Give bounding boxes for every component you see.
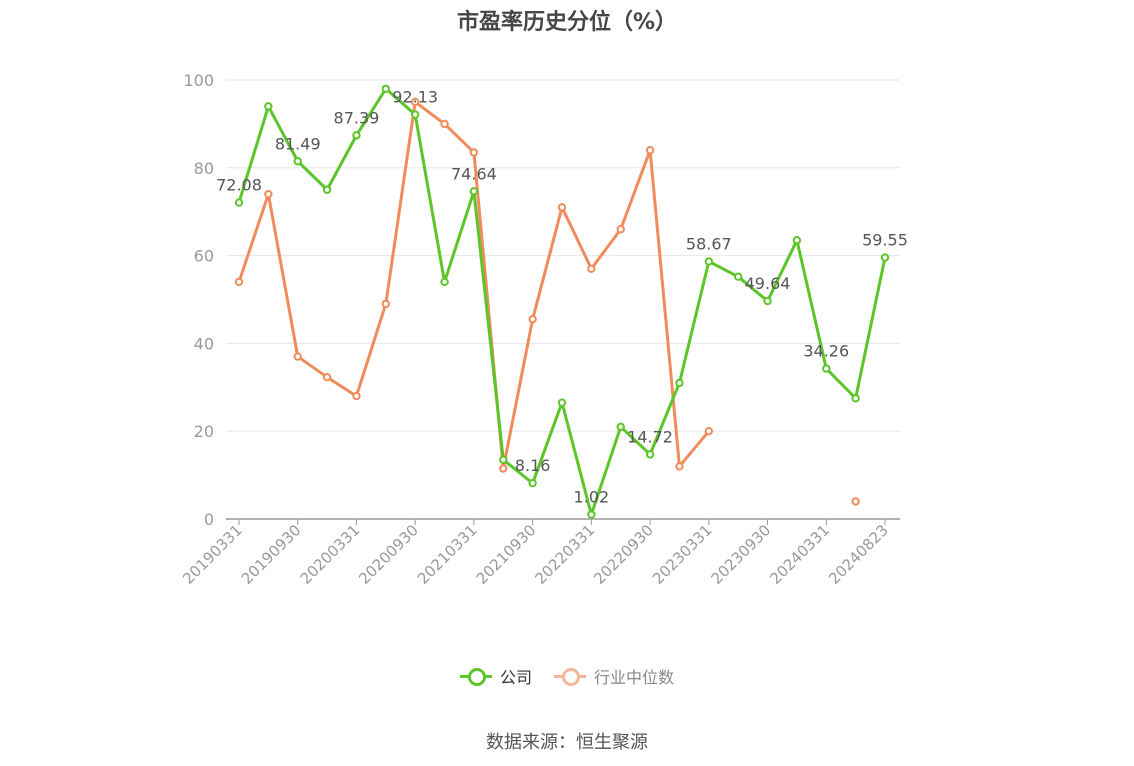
data-point-industry <box>381 299 391 309</box>
series-line-industry <box>237 100 711 471</box>
data-point-company <box>587 510 596 519</box>
y-tick-label: 100 <box>183 71 214 90</box>
data-label: 49.64 <box>745 274 791 293</box>
data-point-industry <box>293 352 302 361</box>
y-tick-label: 0 <box>204 510 214 529</box>
data-point-industry <box>234 277 244 287</box>
data-point-company <box>469 187 479 196</box>
data-point-industry <box>440 119 449 129</box>
x-tick-label: 20200331 <box>297 521 364 588</box>
data-point-industry <box>851 497 860 506</box>
data-point-industry <box>352 391 361 401</box>
data-point-company <box>822 364 831 373</box>
data-point-company <box>264 102 273 111</box>
y-tick-label: 80 <box>194 159 214 178</box>
data-source-note: 数据来源：恒生聚源 <box>486 732 648 753</box>
legend-industry-marker-icon <box>554 665 586 687</box>
data-point-company <box>528 478 537 488</box>
data-point-industry <box>469 148 479 157</box>
legend-company-label: 公司 <box>499 668 532 687</box>
data-point-company <box>381 84 391 93</box>
data-point-company <box>234 198 244 207</box>
data-point-industry <box>528 315 537 324</box>
data-label: 8.16 <box>515 456 551 475</box>
data-point-company <box>704 257 714 266</box>
y-tick-label: 40 <box>194 334 214 353</box>
pe-percentile-chart: 0 20 40 60 80 100 2019033120190930202003312020… <box>179 71 908 588</box>
data-point-company <box>880 253 890 262</box>
data-point-industry <box>587 264 596 273</box>
legend-company-marker-icon <box>459 665 492 687</box>
data-point-company <box>557 398 567 407</box>
data-point-industry <box>645 146 655 155</box>
data-point-company <box>851 394 860 403</box>
data-label: 59.55 <box>862 231 908 250</box>
x-tick-label: 20230930 <box>708 521 775 588</box>
data-point-company <box>322 185 332 194</box>
data-point-company <box>733 272 743 281</box>
data-point-industry <box>264 189 273 199</box>
data-point-industry <box>616 225 625 234</box>
chart-legend: 公司 行业中位数 <box>0 664 1134 688</box>
y-tick-label: 60 <box>194 247 214 266</box>
data-label: 87.39 <box>334 108 380 127</box>
data-point-company <box>410 110 420 119</box>
x-tick-label: 20210331 <box>414 521 481 588</box>
x-tick-label: 20190930 <box>238 521 305 588</box>
x-tick-label: 20220331 <box>531 521 598 588</box>
x-tick-label: 20240331 <box>766 521 833 588</box>
x-tick-label: 20230331 <box>649 521 716 588</box>
data-label: 1.02 <box>574 488 610 507</box>
data-label: 74.64 <box>451 164 497 183</box>
data-point-industry <box>675 462 684 471</box>
chart-title: 市盈率历史分位（%） <box>456 10 678 35</box>
data-point-industry <box>557 203 567 212</box>
x-tick-label: 20220930 <box>590 521 657 588</box>
data-point-industry <box>704 427 714 436</box>
data-point-company <box>293 157 302 166</box>
data-point-company <box>645 450 655 459</box>
data-point-industry <box>322 373 332 382</box>
data-point-company <box>675 378 684 388</box>
data-point-company <box>763 296 772 306</box>
y-tick-label: 20 <box>194 422 214 441</box>
data-label: 72.08 <box>216 176 262 195</box>
legend-item-company[interactable]: 公司 <box>459 664 532 688</box>
legend-industry-label: 行业中位数 <box>594 668 675 687</box>
x-tick-label: 20210930 <box>473 521 540 588</box>
x-tick-label: 20200930 <box>355 521 422 588</box>
data-point-company <box>616 422 625 432</box>
data-label: 34.26 <box>803 342 849 361</box>
x-tick-label: 20190331 <box>179 521 246 588</box>
legend-item-industry[interactable]: 行业中位数 <box>554 664 674 688</box>
data-point-company <box>499 455 508 464</box>
data-point-company <box>792 236 802 245</box>
data-label: 58.67 <box>686 234 732 253</box>
data-point-industry <box>499 464 508 473</box>
data-label: 14.72 <box>627 427 673 446</box>
data-point-industry <box>410 97 420 107</box>
data-label: 92.13 <box>392 88 438 107</box>
series-line-company <box>237 87 887 517</box>
data-point-company <box>352 131 361 140</box>
data-label: 81.49 <box>275 134 321 153</box>
x-tick-label: 20240823 <box>825 521 892 588</box>
data-point-company <box>440 277 449 287</box>
